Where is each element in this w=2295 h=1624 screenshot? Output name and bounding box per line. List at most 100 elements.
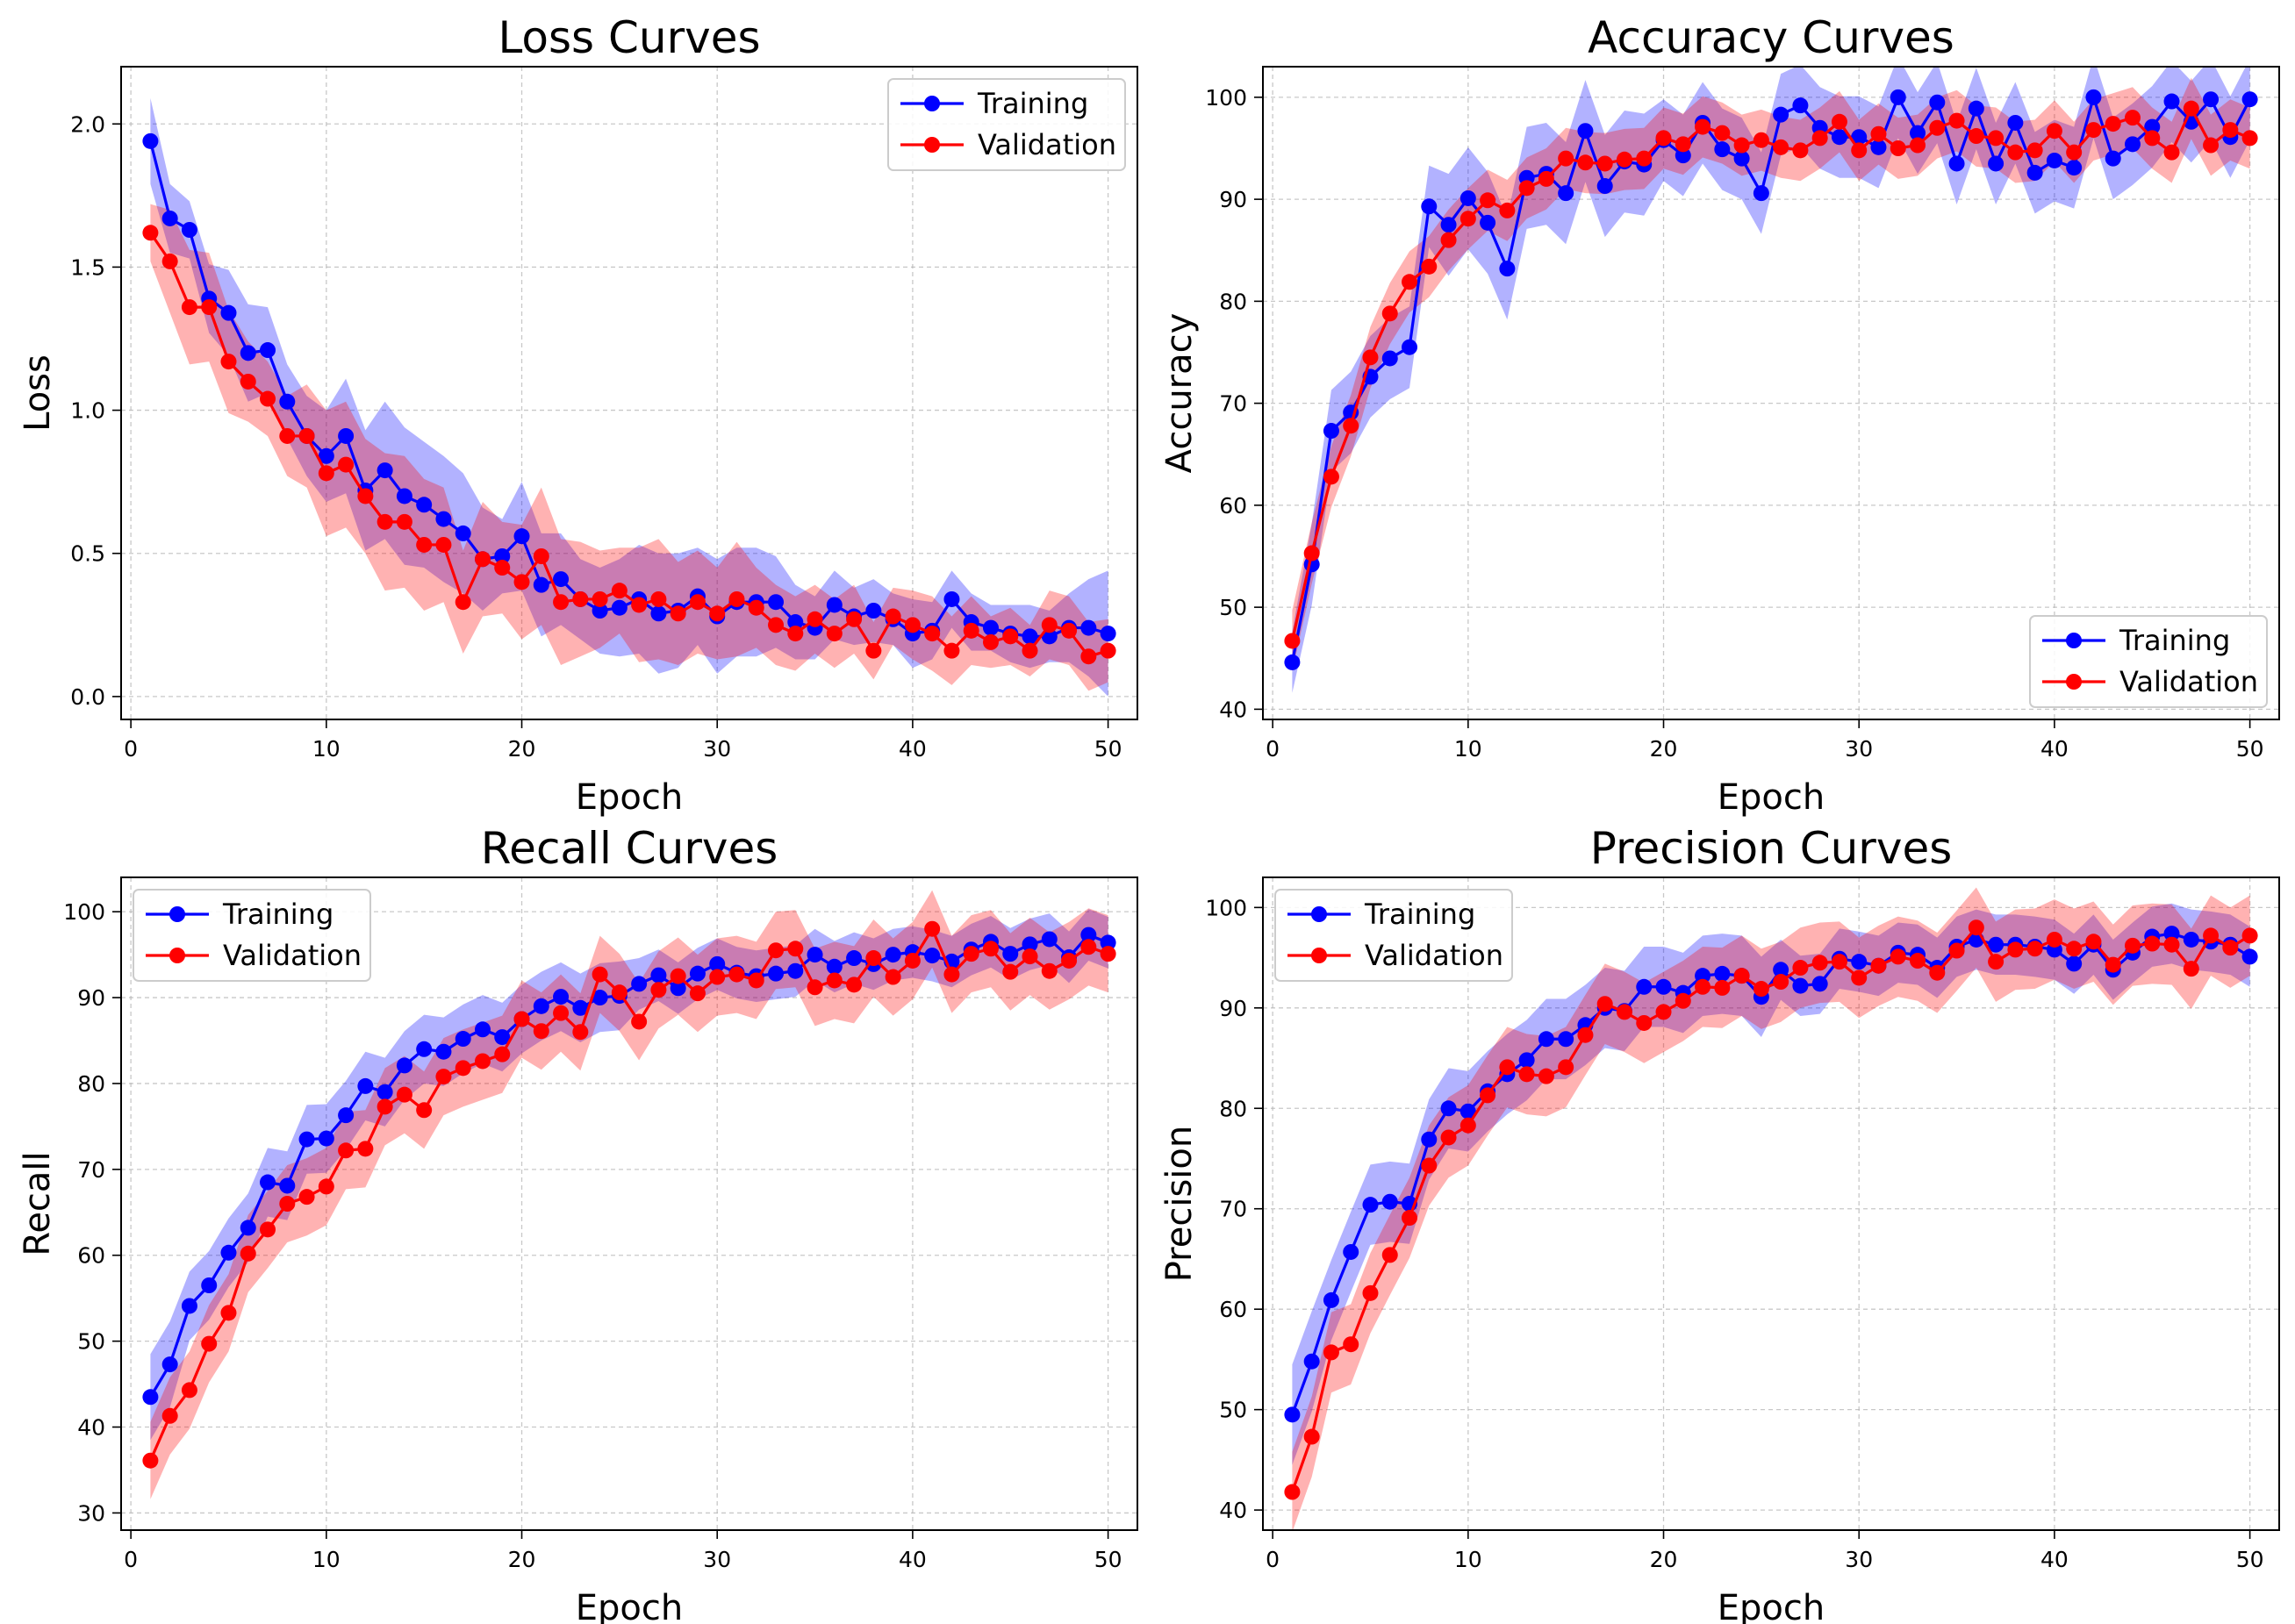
legend-label-validation: Validation — [2119, 665, 2258, 698]
loss-training-point — [553, 571, 570, 588]
precision-validation-point — [1421, 1157, 1438, 1174]
accuracy-training-point — [1675, 147, 1691, 164]
accuracy-validation-point — [1811, 130, 1828, 147]
accuracy-training-point — [1714, 141, 1731, 158]
loss-validation-point — [494, 560, 511, 576]
precision-axes-frame — [1262, 876, 2280, 1531]
x-tick-label: 10 — [1454, 1547, 1482, 1572]
x-tick-label: 40 — [2040, 1547, 2069, 1572]
accuracy-validation-point — [1675, 136, 1691, 153]
recall-validation-point — [904, 952, 921, 969]
y-tick-label: 1.0 — [70, 398, 105, 424]
loss-validation-point — [553, 594, 570, 611]
loss-validation-point — [865, 642, 882, 659]
precision-validation-point — [1343, 1336, 1359, 1353]
loss-validation-point — [748, 599, 764, 616]
loss-training-point — [650, 605, 667, 622]
legend-marker-training — [1311, 906, 1327, 922]
recall-validation-point — [1002, 963, 1019, 980]
x-tick-label: 0 — [1266, 1547, 1280, 1572]
legend-marker-training — [2066, 633, 2082, 648]
recall-training-point — [396, 1057, 412, 1074]
precision-validation-point — [2046, 931, 2062, 948]
recall-validation-point — [592, 966, 608, 983]
precision-validation-point — [1381, 1247, 1398, 1263]
y-tick-label: 30 — [77, 1500, 105, 1526]
loss-validation-point — [924, 626, 941, 642]
accuracy-validation-point — [1636, 150, 1653, 167]
recall-validation-point — [611, 984, 628, 1001]
y-tick-label: 1.5 — [70, 254, 105, 280]
x-tick-label: 20 — [1650, 1547, 1678, 1572]
loss-validation-point — [201, 299, 218, 316]
x-tick-label: 50 — [1094, 736, 1122, 762]
y-tick-label: 80 — [77, 1071, 105, 1097]
accuracy-panel: 0 10 20 30 40 50 40 50 60 70 80 90 100 Accuracy Curve… — [1159, 12, 2280, 818]
loss-validation-point — [416, 536, 433, 553]
precision-training-point — [2066, 955, 2083, 972]
loss-validation-point — [982, 633, 999, 650]
recall-validation-point — [982, 941, 999, 957]
precision-validation-point — [1695, 978, 1711, 995]
y-tick-label: 70 — [1219, 1197, 1247, 1222]
accuracy-training-point — [1773, 106, 1789, 123]
accuracy-validation-point — [1499, 202, 1516, 218]
accuracy-validation-point — [1362, 349, 1379, 366]
x-tick-label: 0 — [124, 736, 138, 762]
recall-training-point — [201, 1277, 218, 1293]
recall-validation-point — [416, 1102, 433, 1119]
accuracy-validation-point — [1596, 155, 1613, 172]
recall-training-confidence-band — [150, 909, 1108, 1441]
accuracy-training-point — [1890, 89, 1906, 105]
recall-training-point — [142, 1389, 159, 1406]
loss-validation-point — [1100, 642, 1116, 659]
loss-validation-confidence-band — [150, 204, 1108, 691]
recall-panel: 0 10 20 30 40 50 30 40 50 60 70 80 90 100 Recall Curve… — [18, 823, 1138, 1624]
accuracy-training-point — [1480, 214, 1496, 231]
x-tick-label: 10 — [1454, 736, 1482, 762]
y-tick-label: 2.0 — [70, 111, 105, 137]
loss-validation-point — [728, 590, 745, 607]
accuracy-training-point — [1381, 350, 1398, 367]
accuracy-training-point — [2203, 91, 2220, 108]
recall-validation-point — [572, 1024, 589, 1041]
precision-training-point — [1323, 1291, 1339, 1308]
accuracy-validation-point — [1303, 545, 1320, 562]
loss-training-point — [768, 594, 785, 611]
accuracy-validation-point — [1870, 125, 1887, 142]
accuracy-legend: Training Validation — [2029, 615, 2268, 708]
y-tick-label: 40 — [77, 1415, 105, 1441]
accuracy-validation-point — [1538, 170, 1554, 187]
recall-training-point — [709, 955, 726, 972]
loss-y-axis-label: Loss — [18, 354, 58, 432]
x-tick-label: 50 — [2236, 736, 2264, 762]
accuracy-validation-point — [1792, 142, 1809, 159]
loss-validation-point — [435, 536, 452, 553]
recall-validation-point — [474, 1053, 491, 1070]
x-tick-label: 20 — [1650, 736, 1678, 762]
loss-training-point — [396, 488, 412, 504]
loss-validation-point — [650, 590, 667, 607]
loss-validation-point — [846, 611, 863, 627]
accuracy-training-point — [1831, 129, 1847, 146]
accuracy-training-point — [2085, 89, 2102, 105]
loss-validation-point — [338, 456, 355, 473]
recall-training-point — [572, 999, 589, 1016]
accuracy-validation-point — [1988, 130, 2005, 147]
recall-validation-point — [728, 966, 745, 983]
loss-validation-point — [318, 465, 334, 482]
precision-training-point — [1343, 1243, 1359, 1260]
y-tick-label: 60 — [77, 1243, 105, 1269]
accuracy-validation-point — [1753, 132, 1769, 148]
precision-validation-point — [1733, 968, 1750, 984]
accuracy-validation-point — [1968, 128, 1984, 145]
recall-validation-point — [377, 1098, 393, 1115]
y-tick-label: 80 — [1219, 289, 1247, 314]
loss-training-point — [494, 548, 511, 564]
loss-validation-point — [474, 551, 491, 568]
precision-validation-point — [2105, 956, 2121, 973]
precision-training-point — [1381, 1193, 1398, 1210]
recall-validation-point — [279, 1196, 296, 1212]
legend-marker-validation — [1311, 948, 1327, 963]
accuracy-validation-point — [1733, 137, 1750, 154]
